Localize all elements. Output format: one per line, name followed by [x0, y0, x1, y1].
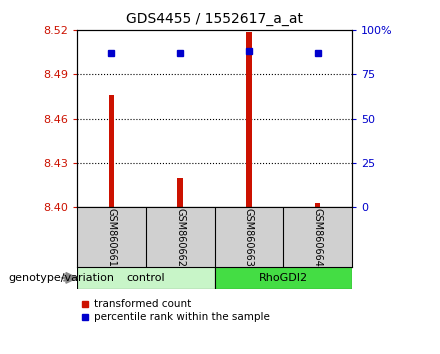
Text: GSM860664: GSM860664	[313, 208, 323, 267]
Bar	[315, 202, 320, 207]
Bar	[215, 267, 352, 289]
Text: genotype/variation: genotype/variation	[9, 273, 115, 283]
Title: GDS4455 / 1552617_a_at: GDS4455 / 1552617_a_at	[126, 12, 303, 26]
Text: GSM860661: GSM860661	[106, 208, 116, 267]
Bar	[109, 95, 114, 207]
Text: control: control	[126, 273, 165, 283]
Text: RhoGDI2: RhoGDI2	[259, 273, 308, 283]
Bar	[177, 178, 183, 207]
Text: GSM860662: GSM860662	[175, 208, 185, 267]
Legend: transformed count, percentile rank within the sample: transformed count, percentile rank withi…	[82, 299, 270, 322]
Bar	[77, 267, 215, 289]
Text: GSM860663: GSM860663	[244, 208, 254, 267]
Bar	[246, 32, 252, 207]
